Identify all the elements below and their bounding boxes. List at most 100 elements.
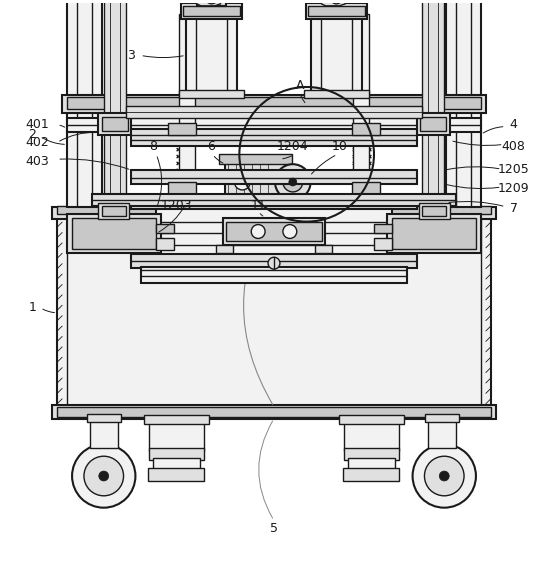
Bar <box>425 414 459 422</box>
Bar <box>307 6 365 16</box>
Bar <box>374 239 392 251</box>
Bar <box>197 0 226 6</box>
Bar <box>344 419 399 452</box>
Polygon shape <box>322 0 345 6</box>
Bar <box>67 0 102 207</box>
Text: 1209: 1209 <box>498 182 529 195</box>
Bar <box>67 214 161 253</box>
Bar <box>186 16 237 95</box>
Text: 8: 8 <box>149 140 157 153</box>
Bar <box>168 123 196 135</box>
Bar <box>102 117 128 131</box>
Bar <box>132 197 416 209</box>
Bar <box>179 90 244 98</box>
Bar <box>423 0 444 207</box>
Text: 5: 5 <box>270 522 278 535</box>
Circle shape <box>72 444 135 508</box>
Bar <box>104 0 125 207</box>
Bar <box>392 218 476 249</box>
Bar <box>419 203 450 218</box>
Circle shape <box>251 225 265 239</box>
Text: 6: 6 <box>207 140 215 153</box>
Bar <box>149 419 204 452</box>
Bar <box>343 468 399 481</box>
Bar <box>315 245 333 253</box>
Circle shape <box>289 178 297 186</box>
Bar <box>219 154 292 164</box>
Circle shape <box>413 444 476 508</box>
Bar <box>132 128 416 146</box>
Bar <box>226 222 322 242</box>
Bar <box>67 118 481 132</box>
Bar <box>387 214 481 253</box>
Bar <box>225 159 285 204</box>
Circle shape <box>283 172 302 192</box>
Text: 3: 3 <box>128 49 135 62</box>
Circle shape <box>84 456 123 496</box>
Bar <box>132 170 416 184</box>
Bar <box>149 448 204 460</box>
Bar <box>141 267 407 283</box>
Bar <box>374 224 392 234</box>
Bar <box>420 117 446 131</box>
Bar <box>72 218 156 249</box>
Bar <box>156 239 174 251</box>
Bar <box>348 458 395 470</box>
Bar <box>149 468 204 481</box>
Bar <box>183 6 241 16</box>
Bar <box>153 458 200 470</box>
Text: 401: 401 <box>26 118 49 131</box>
Bar <box>179 14 195 207</box>
Bar <box>52 405 496 419</box>
Circle shape <box>439 471 449 481</box>
Bar <box>352 123 380 135</box>
Text: 10: 10 <box>332 140 347 153</box>
Text: 2: 2 <box>28 128 36 141</box>
Circle shape <box>330 0 342 4</box>
Circle shape <box>99 471 109 481</box>
Text: 7: 7 <box>510 202 517 215</box>
Circle shape <box>268 257 280 269</box>
Circle shape <box>425 456 464 496</box>
Bar <box>222 218 326 245</box>
Bar <box>306 3 367 19</box>
Bar <box>57 205 491 214</box>
Text: 1203: 1203 <box>160 199 192 212</box>
Text: A: A <box>295 78 304 92</box>
Bar <box>62 95 486 113</box>
Bar <box>57 406 491 417</box>
Bar <box>156 224 174 234</box>
Bar <box>423 205 446 216</box>
Circle shape <box>275 164 311 200</box>
Polygon shape <box>197 0 220 6</box>
Text: 11: 11 <box>250 199 266 212</box>
Bar <box>92 194 456 205</box>
Bar <box>87 414 121 422</box>
Bar <box>168 182 196 196</box>
Bar <box>52 207 496 218</box>
Bar <box>352 182 380 196</box>
Bar <box>416 113 450 135</box>
Text: 403: 403 <box>26 155 49 168</box>
Text: 408: 408 <box>501 140 526 153</box>
Circle shape <box>283 225 297 239</box>
Text: 402: 402 <box>26 136 49 149</box>
Text: 1205: 1205 <box>498 163 529 176</box>
Text: 4: 4 <box>510 118 517 131</box>
Bar <box>67 97 481 109</box>
Bar <box>102 205 125 216</box>
Bar <box>344 448 399 460</box>
Bar <box>156 209 392 258</box>
Bar <box>125 106 423 118</box>
Bar <box>132 254 416 268</box>
Bar <box>57 214 491 406</box>
Text: 1204: 1204 <box>277 140 309 153</box>
Bar <box>98 203 129 218</box>
Text: 1: 1 <box>28 301 36 314</box>
Bar <box>144 414 209 423</box>
Bar <box>446 0 481 207</box>
Bar <box>215 245 233 253</box>
Bar <box>311 16 362 95</box>
Bar <box>429 417 456 448</box>
Bar <box>353 14 369 207</box>
